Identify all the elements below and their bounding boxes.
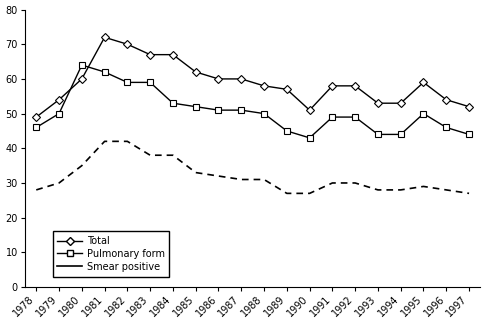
Line: Total: Total bbox=[33, 34, 472, 120]
Total bbox=[56, 98, 62, 102]
Pulmonary form bbox=[352, 115, 358, 119]
Total bbox=[284, 87, 290, 91]
Pulmonary form bbox=[124, 80, 130, 84]
Total bbox=[375, 101, 381, 105]
Smear positive bbox=[147, 153, 153, 157]
Legend: Total, Pulmonary form, Smear positive: Total, Pulmonary form, Smear positive bbox=[52, 231, 170, 277]
Pulmonary form bbox=[238, 108, 244, 112]
Smear positive bbox=[102, 139, 107, 143]
Total bbox=[238, 77, 244, 81]
Smear positive bbox=[443, 188, 449, 192]
Smear positive bbox=[420, 184, 426, 188]
Smear positive bbox=[193, 171, 199, 175]
Pulmonary form bbox=[56, 112, 62, 116]
Total bbox=[102, 35, 107, 39]
Smear positive bbox=[330, 181, 335, 185]
Total bbox=[307, 108, 312, 112]
Pulmonary form bbox=[193, 105, 199, 109]
Total bbox=[79, 77, 85, 81]
Total bbox=[261, 84, 267, 88]
Pulmonary form bbox=[443, 125, 449, 129]
Line: Smear positive: Smear positive bbox=[36, 141, 469, 193]
Line: Pulmonary form: Pulmonary form bbox=[33, 62, 472, 141]
Smear positive bbox=[307, 191, 312, 195]
Total bbox=[34, 115, 39, 119]
Pulmonary form bbox=[79, 63, 85, 67]
Smear positive bbox=[124, 139, 130, 143]
Total bbox=[420, 80, 426, 84]
Smear positive bbox=[216, 174, 222, 178]
Total bbox=[466, 105, 472, 109]
Pulmonary form bbox=[284, 129, 290, 133]
Smear positive bbox=[170, 153, 176, 157]
Smear positive bbox=[375, 188, 381, 192]
Pulmonary form bbox=[375, 133, 381, 136]
Smear positive bbox=[261, 178, 267, 181]
Total bbox=[443, 98, 449, 102]
Total bbox=[398, 101, 404, 105]
Pulmonary form bbox=[307, 136, 312, 140]
Total bbox=[330, 84, 335, 88]
Pulmonary form bbox=[398, 133, 404, 136]
Smear positive bbox=[79, 164, 85, 168]
Pulmonary form bbox=[147, 80, 153, 84]
Pulmonary form bbox=[466, 133, 472, 136]
Total bbox=[147, 53, 153, 57]
Smear positive bbox=[352, 181, 358, 185]
Total bbox=[170, 53, 176, 57]
Total bbox=[124, 42, 130, 46]
Pulmonary form bbox=[261, 112, 267, 116]
Smear positive bbox=[284, 191, 290, 195]
Pulmonary form bbox=[170, 101, 176, 105]
Smear positive bbox=[238, 178, 244, 181]
Pulmonary form bbox=[102, 70, 107, 74]
Smear positive bbox=[34, 188, 39, 192]
Smear positive bbox=[56, 181, 62, 185]
Total bbox=[216, 77, 222, 81]
Pulmonary form bbox=[330, 115, 335, 119]
Total bbox=[352, 84, 358, 88]
Smear positive bbox=[398, 188, 404, 192]
Pulmonary form bbox=[216, 108, 222, 112]
Total bbox=[193, 70, 199, 74]
Pulmonary form bbox=[34, 125, 39, 129]
Pulmonary form bbox=[420, 112, 426, 116]
Smear positive bbox=[466, 191, 472, 195]
